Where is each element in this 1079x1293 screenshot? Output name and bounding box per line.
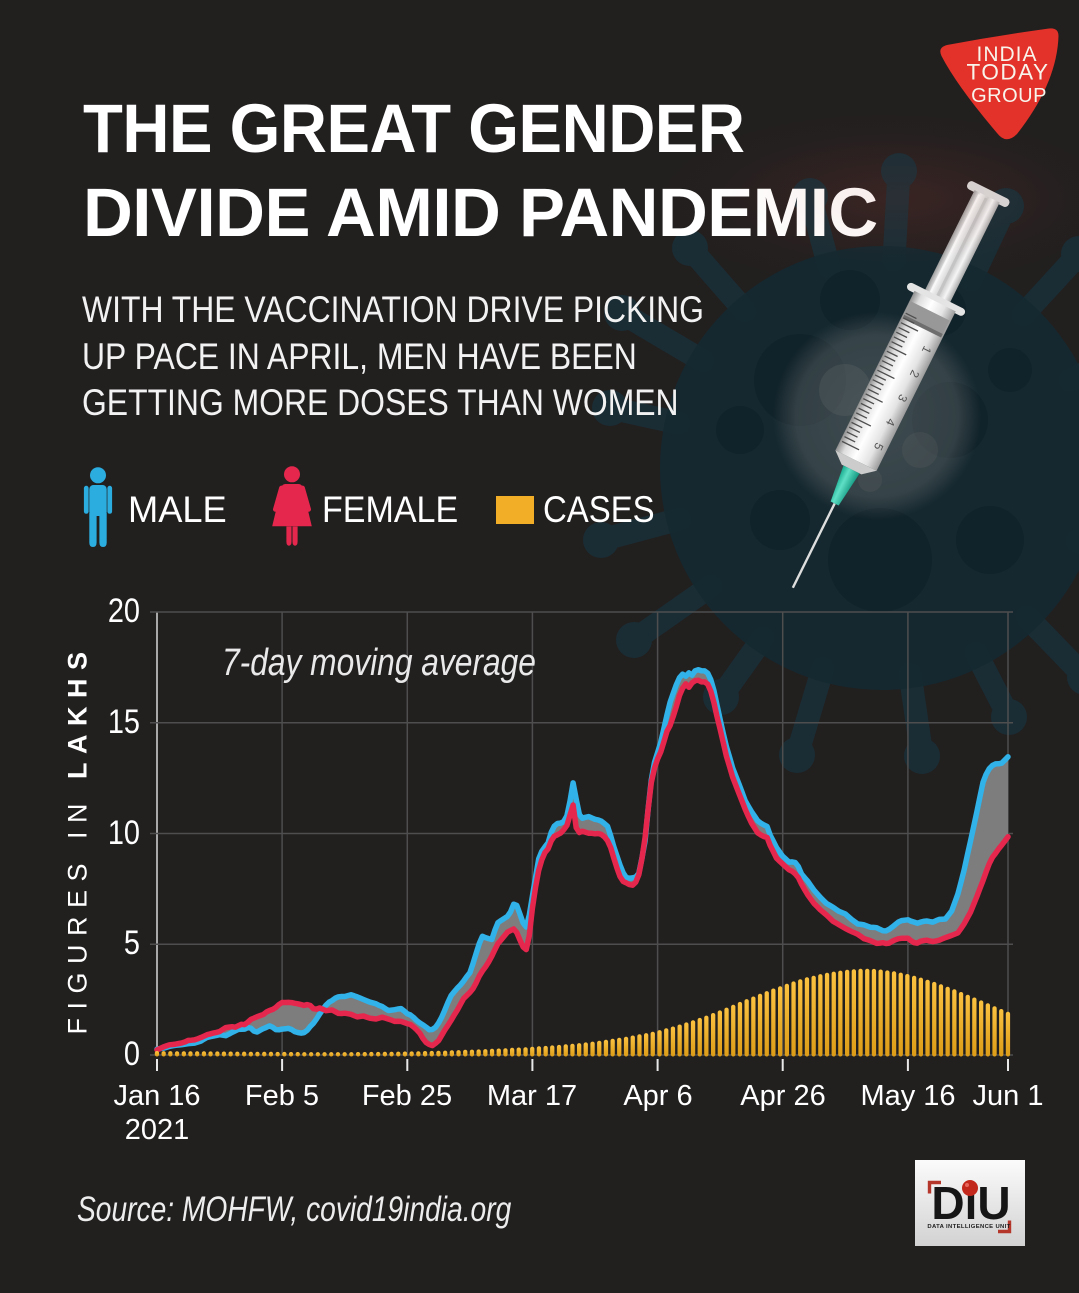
svg-text:INDIA: INDIA: [976, 43, 1037, 66]
svg-text:GROUP: GROUP: [971, 85, 1047, 107]
svg-text:TODAY: TODAY: [967, 60, 1050, 85]
svg-text:DATA INTELLIGENCE UNIT: DATA INTELLIGENCE UNIT: [927, 1224, 1010, 1230]
